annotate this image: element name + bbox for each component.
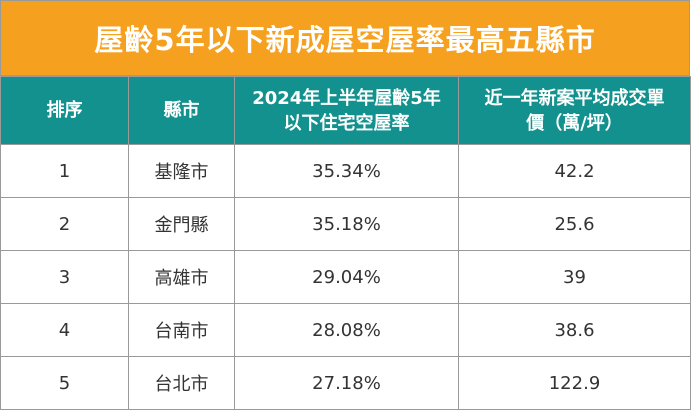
cell-vacancy: 28.08% (234, 303, 459, 357)
header-county: 縣市 (128, 76, 235, 145)
cell-county: 台南市 (128, 303, 235, 357)
cell-vacancy: 27.18% (234, 356, 459, 410)
cell-vacancy: 35.18% (234, 197, 459, 251)
table-row: 4 台南市 28.08% 38.6 (0, 303, 691, 357)
cell-price: 25.6 (458, 197, 691, 251)
header-price-line1: 近一年新案平均成交單 (484, 87, 665, 109)
header-vacancy: 2024年上半年屋齡5年 以下住宅空屋率 (234, 76, 459, 145)
cell-price: 122.9 (458, 356, 691, 410)
cell-rank: 4 (0, 303, 129, 357)
cell-price: 39 (458, 250, 691, 304)
cell-county: 金門縣 (128, 197, 235, 251)
table-row: 1 基隆市 35.34% 42.2 (0, 144, 691, 198)
cell-rank: 5 (0, 356, 129, 410)
cell-vacancy: 29.04% (234, 250, 459, 304)
table-title: 屋齡5年以下新成屋空屋率最高五縣市 (0, 0, 690, 76)
header-vacancy-line2: 以下住宅空屋率 (283, 112, 410, 134)
header-row: 排序 縣市 2024年上半年屋齡5年 以下住宅空屋率 近一年新案平均成交單 價（… (0, 76, 691, 145)
cell-rank: 3 (0, 250, 129, 304)
vacancy-table: 排序 縣市 2024年上半年屋齡5年 以下住宅空屋率 近一年新案平均成交單 價（… (0, 76, 691, 410)
cell-price: 42.2 (458, 144, 691, 198)
cell-county: 高雄市 (128, 250, 235, 304)
table-body: 1 基隆市 35.34% 42.2 2 金門縣 35.18% 25.6 3 高雄… (0, 144, 691, 410)
header-price: 近一年新案平均成交單 價（萬/坪） (458, 76, 691, 145)
header-vacancy-line1: 2024年上半年屋齡5年 (252, 87, 441, 109)
cell-county: 基隆市 (128, 144, 235, 198)
table-row: 2 金門縣 35.18% 25.6 (0, 197, 691, 251)
table-row: 5 台北市 27.18% 122.9 (0, 356, 691, 410)
cell-price: 38.6 (458, 303, 691, 357)
cell-vacancy: 35.34% (234, 144, 459, 198)
cell-rank: 1 (0, 144, 129, 198)
header-price-line2: 價（萬/坪） (526, 112, 623, 134)
header-rank: 排序 (0, 76, 129, 145)
cell-county: 台北市 (128, 356, 235, 410)
cell-rank: 2 (0, 197, 129, 251)
table-header: 排序 縣市 2024年上半年屋齡5年 以下住宅空屋率 近一年新案平均成交單 價（… (0, 76, 691, 145)
table-row: 3 高雄市 29.04% 39 (0, 250, 691, 304)
